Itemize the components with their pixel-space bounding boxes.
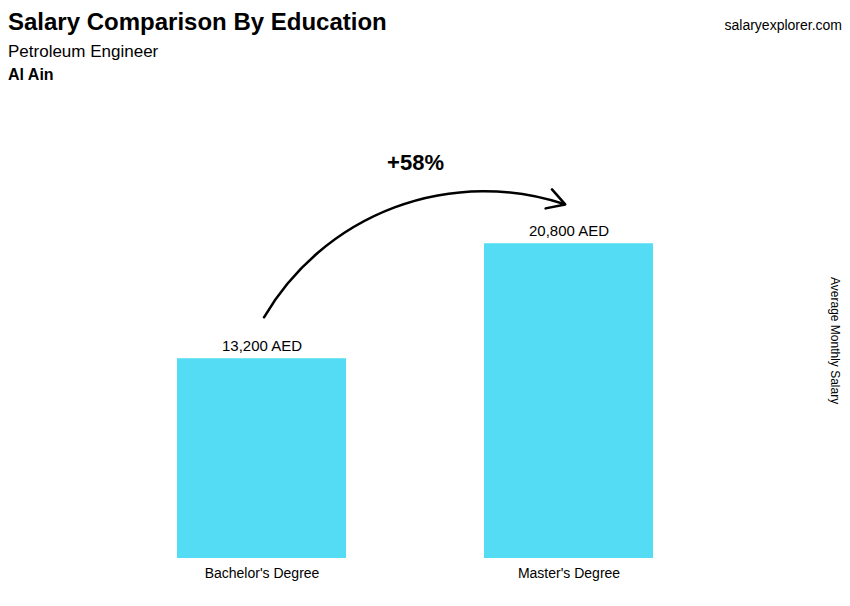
svg-text:Bachelor's Degree: Bachelor's Degree <box>205 565 320 581</box>
html-text:Salary Comparison By Education: Salary Comparison By Education <box>8 8 387 35</box>
svg-text:Master's Degree: Master's Degree <box>518 565 620 581</box>
html-text:Petroleum Engineer: Petroleum Engineer <box>8 42 159 61</box>
svg-text:+58%: +58% <box>387 150 444 175</box>
html-text:Al Ain: Al Ain <box>8 66 54 83</box>
svg-text:13,200 AED: 13,200 AED <box>222 337 302 354</box>
html-text:Average Monthly Salary: Average Monthly Salary <box>828 277 842 405</box>
svg-text:20,800 AED: 20,800 AED <box>529 222 609 239</box>
html-text:salaryexplorer.com: salaryexplorer.com <box>724 17 842 33</box>
